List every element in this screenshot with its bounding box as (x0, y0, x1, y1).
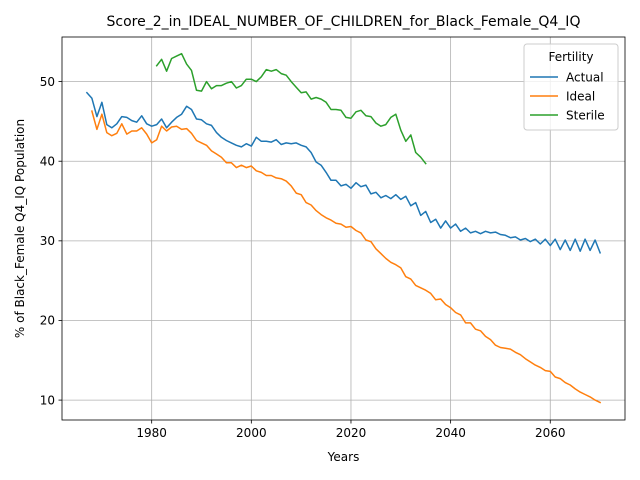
chart-title: Score_2_in_IDEAL_NUMBER_OF_CHILDREN_for_… (107, 14, 581, 30)
x-tick-label: 2000 (236, 426, 267, 440)
series-line-actual (85, 91, 602, 254)
plot-frame (61, 36, 626, 421)
series-line-ideal (90, 110, 602, 404)
x-axis: 1980 2000 2020 2040 2060 (136, 420, 566, 440)
y-axis-label: % of Black_Female Q4_IQ Population (13, 119, 27, 338)
y-tick-label: 20 (40, 314, 55, 328)
x-tick-label: 2060 (535, 426, 566, 440)
y-axis: 10 20 30 40 50 (40, 75, 62, 407)
legend-box (523, 43, 619, 131)
y-tick-label: 40 (40, 154, 55, 168)
x-tick-label: 1980 (136, 426, 167, 440)
y-tick-label: 30 (40, 234, 55, 248)
legend-label-actual: Actual (566, 71, 604, 85)
y-tick-label: 10 (40, 393, 55, 407)
legend: Fertility Actual Ideal Sterile (523, 43, 619, 131)
y-tick-label: 50 (40, 75, 55, 89)
series-group (85, 52, 602, 404)
legend-title: Fertility (548, 50, 593, 64)
x-tick-label: 2040 (435, 426, 466, 440)
x-axis-label: Years (327, 450, 360, 464)
legend-label-sterile: Sterile (566, 109, 605, 123)
series-line-sterile (155, 52, 427, 165)
legend-label-ideal: Ideal (566, 90, 595, 104)
x-tick-label: 2020 (336, 426, 367, 440)
